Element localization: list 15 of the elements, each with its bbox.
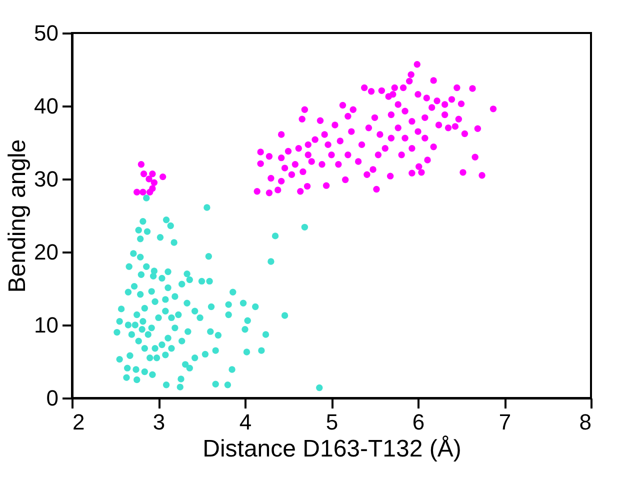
y-tick-label: 30 — [34, 166, 58, 192]
y-tick-label: 40 — [34, 94, 58, 118]
y-tick-label: 0 — [46, 386, 58, 410]
y-tick-label: 10 — [34, 312, 58, 338]
x-tick-label: 7 — [498, 410, 512, 434]
x-tick-label: 4 — [239, 410, 252, 434]
x-tick-label: 3 — [152, 410, 166, 434]
y-tick-label: 50 — [34, 20, 58, 46]
y-axis-title: Bending angle — [4, 139, 32, 293]
x-tick-label: 2 — [72, 410, 85, 434]
x-tick-label: 5 — [326, 410, 338, 434]
x-tick-label: 6 — [412, 410, 425, 434]
y-tick-label: 20 — [34, 240, 58, 264]
x-axis-title: Distance D163-T132 (Å) — [202, 436, 462, 462]
x-tick-label: 8 — [579, 410, 592, 434]
